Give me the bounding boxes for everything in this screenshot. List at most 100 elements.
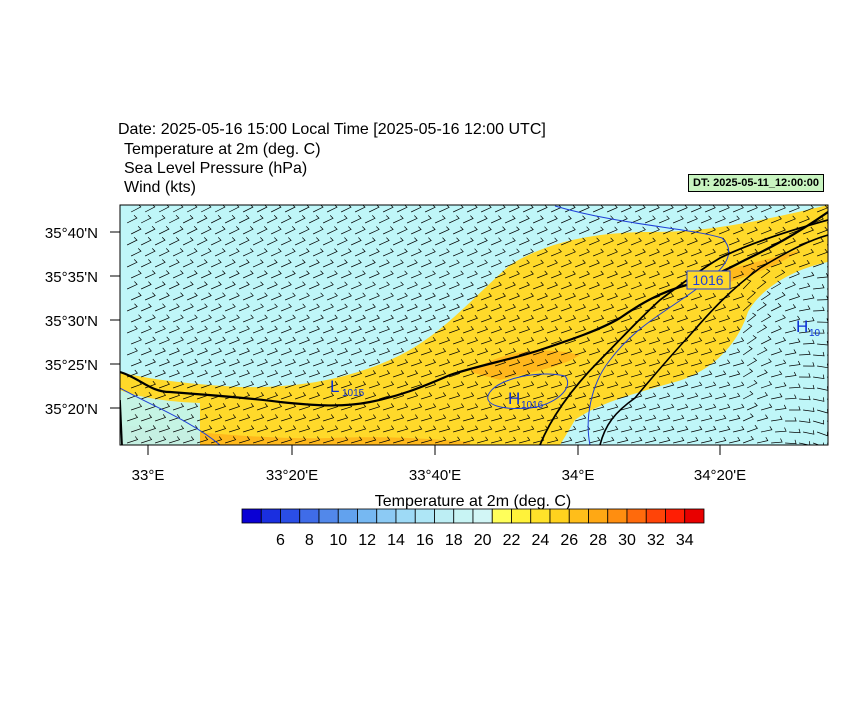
wind-barb: [546, 348, 559, 356]
wind-barb: [168, 281, 180, 290]
wind-barb: [826, 244, 828, 246]
wind-barb: [817, 318, 828, 323]
wind-barb: [182, 237, 194, 246]
wind-barb: [658, 259, 670, 268]
wind-barb: [519, 414, 531, 422]
wind-barb: [435, 436, 447, 444]
wind-barb: [827, 288, 828, 290]
wind-barb: [827, 310, 828, 312]
wind-barb: [634, 248, 646, 257]
wind-barb: [523, 425, 535, 433]
wind-barb: [280, 325, 292, 334]
wind-barb: [396, 226, 408, 235]
cool-west: [120, 390, 200, 445]
wind-barb: [742, 259, 754, 268]
wind-barb: [364, 392, 377, 400]
wind-barb: [154, 281, 166, 290]
wind-barb: [438, 226, 450, 235]
wind-barb: [435, 414, 447, 422]
wind-barb: [354, 270, 366, 279]
wind-barb: [662, 337, 675, 345]
wind-barb: [770, 325, 782, 334]
wind-barb: [648, 315, 661, 323]
wind-barb: [270, 425, 283, 433]
wind-barb: [396, 359, 409, 367]
wind-barb: [126, 303, 138, 312]
wind-barb: [617, 370, 629, 378]
wind-barb: [270, 336, 282, 345]
wind-barb: [354, 314, 366, 323]
wind-barb: [280, 303, 292, 312]
colorbar-tick-label: 28: [589, 532, 607, 549]
wind-barb: [606, 359, 619, 367]
wind-barb: [144, 314, 156, 323]
wind-barb: [326, 270, 338, 279]
colorbar-cell: [376, 508, 397, 524]
wind-barb: [298, 292, 310, 301]
wind-barb: [182, 369, 194, 378]
colorbar: [241, 508, 705, 524]
wind-barb: [490, 215, 502, 224]
wind-barb: [494, 381, 507, 389]
wind-barb: [294, 237, 306, 246]
wind-barb: [817, 295, 828, 301]
wind-barb: [700, 215, 712, 224]
wind-barb: [294, 215, 306, 224]
isobar-line: [120, 387, 221, 445]
wind-barb: [284, 336, 296, 345]
wind-barb: [266, 237, 278, 246]
wind-barb: [686, 348, 699, 356]
wind-barb: [214, 270, 226, 279]
colorbar-cell: [491, 508, 512, 524]
wind-barb: [326, 248, 338, 257]
wind-barb: [603, 392, 615, 400]
wind-barb: [592, 314, 605, 323]
wind-barb: [182, 325, 194, 334]
wind-barb: [424, 359, 437, 367]
wind-barb: [522, 337, 535, 345]
wind-barb: [550, 359, 563, 367]
wind-barb: [369, 425, 381, 433]
wind-barb: [168, 369, 180, 378]
wind-barb: [365, 436, 377, 444]
wind-barb: [729, 436, 741, 444]
wind-barb: [224, 436, 237, 444]
wind-barb: [634, 359, 647, 367]
wind-barb: [813, 397, 825, 402]
wind-barb: [687, 414, 699, 422]
wind-barb: [406, 347, 419, 356]
wind-barb: [774, 205, 786, 213]
wind-barb: [214, 248, 226, 257]
wind-barb: [466, 336, 479, 345]
wind-barb: [789, 428, 801, 434]
wind-barb: [812, 442, 824, 445]
wind-barb: [718, 337, 731, 345]
wind-barb: [803, 384, 815, 390]
wind-barb: [322, 369, 335, 378]
wind-barb: [462, 281, 474, 290]
wind-barb: [350, 392, 363, 400]
wind-barb: [336, 281, 348, 290]
wind-barb: [662, 205, 674, 213]
wind-barb: [228, 292, 240, 301]
wind-barb: [673, 370, 685, 378]
wind-barb: [546, 370, 559, 378]
wind-barb: [242, 336, 254, 345]
wind-barb: [256, 336, 268, 345]
wind-barb: [326, 226, 338, 235]
wind-barb: [182, 303, 194, 312]
wind-barb: [140, 259, 152, 268]
wind-barb: [382, 359, 395, 367]
wind-barb: [659, 436, 671, 444]
wind-barb: [701, 392, 713, 400]
wind-barb: [560, 326, 573, 334]
wind-barb: [350, 259, 362, 268]
wind-barb: [336, 392, 349, 400]
wind-barb: [420, 215, 432, 224]
wind-barb: [434, 215, 446, 224]
wind-barb: [196, 237, 208, 246]
wind-barb: [519, 392, 531, 400]
wind-barb: [662, 359, 675, 367]
wind-barb: [648, 359, 661, 367]
wind-barb: [719, 381, 731, 389]
